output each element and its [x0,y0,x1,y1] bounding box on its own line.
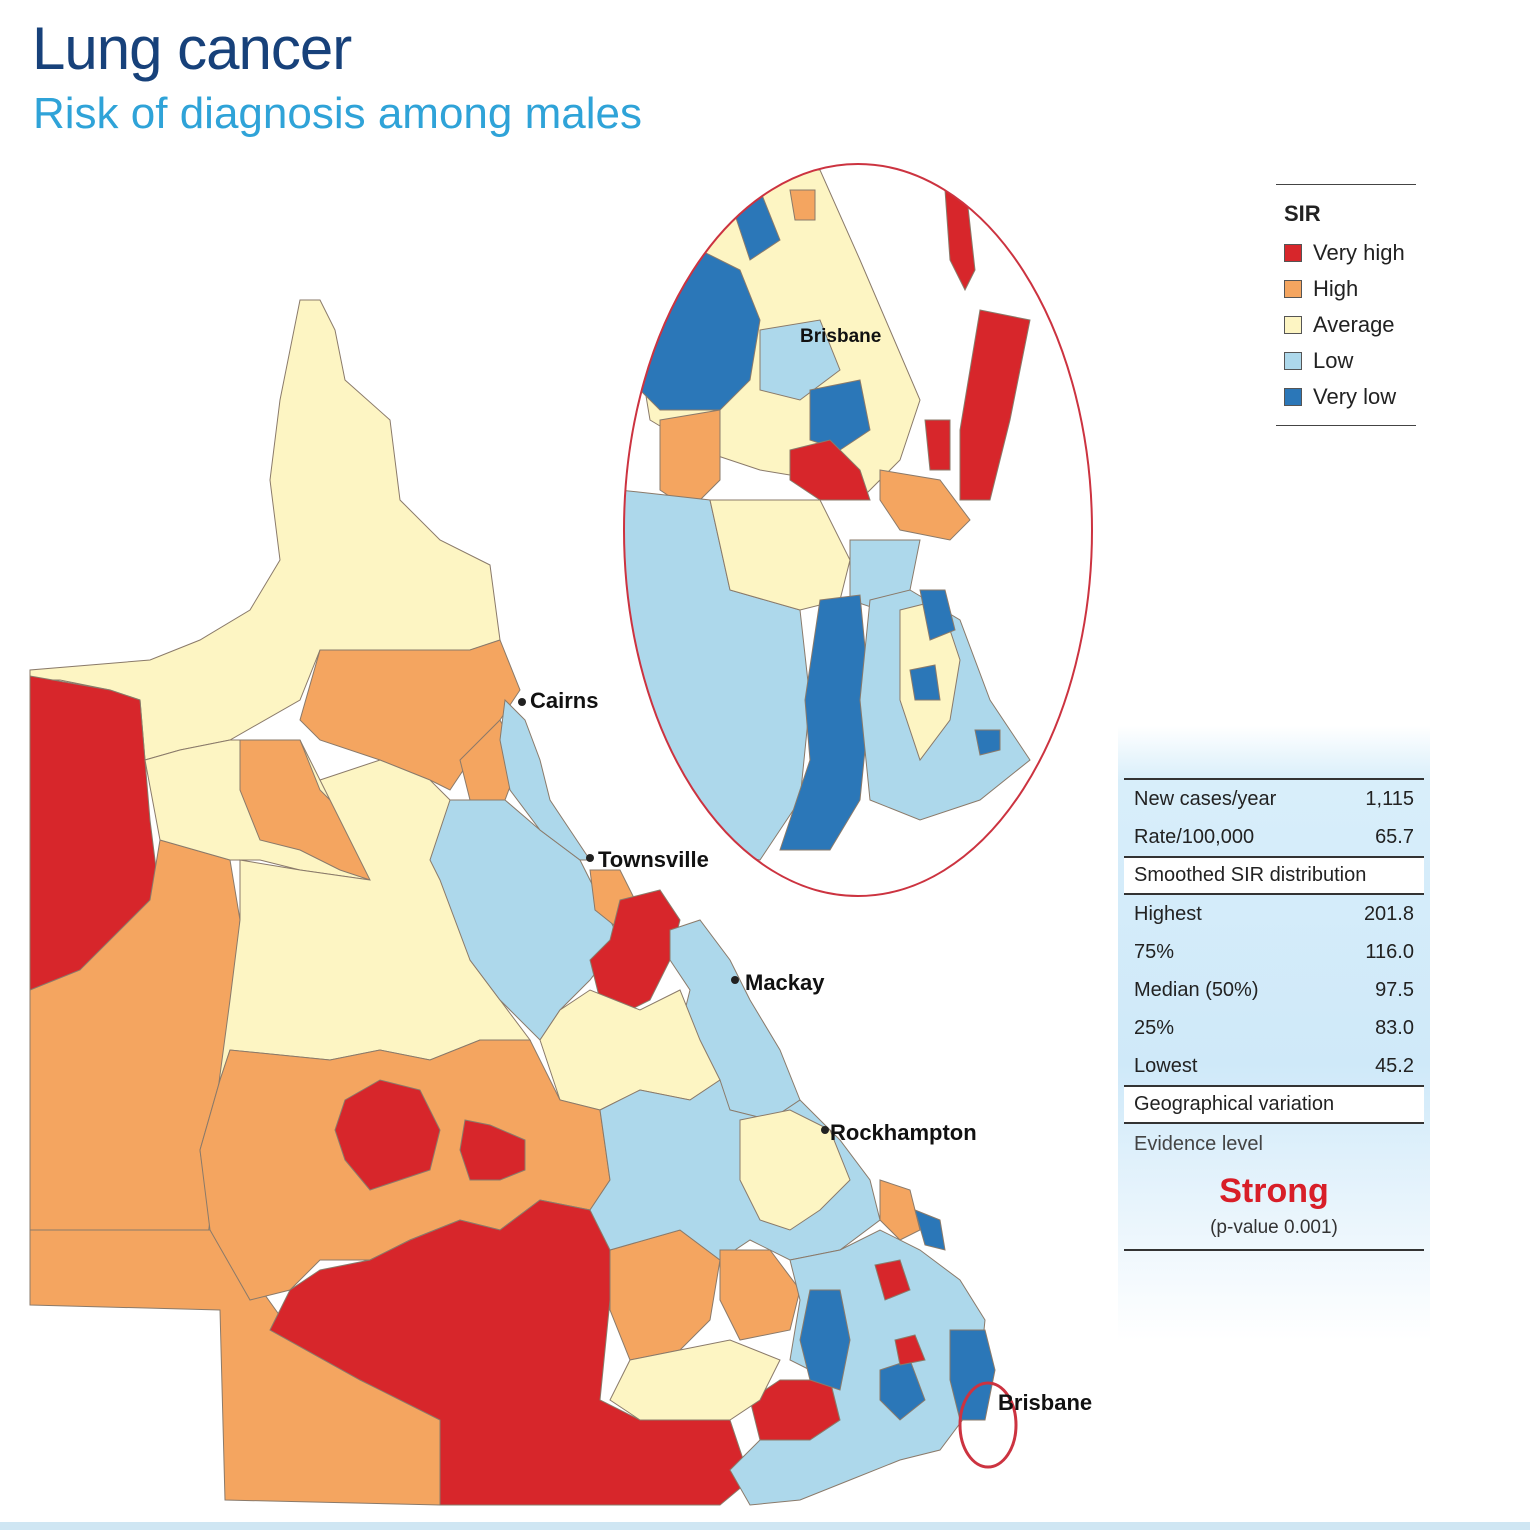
bottom-strip [0,1522,1530,1530]
legend-swatch-very-high [1284,244,1302,262]
city-labels: Cairns Townsville Mackay Rockhampton Bri… [518,688,1092,1415]
inset-label-brisbane: Brisbane [800,326,881,347]
inset-region-low-1 [759,319,841,401]
region-coast-vlow [914,1209,946,1251]
region-south-high [609,1229,721,1361]
inset-region-vhigh-centre [789,439,871,501]
region-south-average [609,1339,781,1421]
stats-panel-background [1118,726,1430,1341]
region-north-high [299,639,521,791]
variation-header: Geographical variation [1124,1085,1424,1124]
region-coast-high [879,1179,921,1241]
brisbane-label: Brisbane [998,1390,1092,1415]
legend-swatch-very-low [1284,388,1302,406]
inset-region-bay-vhigh [924,419,951,471]
region-brisbane-area [949,1329,996,1421]
mackay-label: Mackay [745,970,825,995]
townsville-label: Townsville [598,847,709,872]
stat-lowest: Lowest 45.2 [1134,1054,1414,1077]
stats-panel: New cases/year 1,115 Rate/100,000 65.7 Smo… [1124,778,1424,1251]
brisbane-locator-circle [958,1381,1018,1469]
legend-item-high: High [1284,271,1416,307]
p-value: (p-value 0.001) [1124,1217,1424,1251]
region-central-vhigh-2 [459,1119,526,1181]
cairns-label: Cairns [530,688,598,713]
inset-region-se-vlow-2 [909,664,941,701]
legend-swatch-high [1284,280,1302,298]
region-townsville-vhigh [589,889,681,1011]
stat-p25: 25% 83.0 [1134,1016,1414,1039]
region-rockhampton-average [739,1109,851,1231]
map-regions [29,299,996,1506]
region-se-vhigh-2 [894,1334,926,1366]
page-subtitle: Risk of diagnosis among males [33,89,642,138]
inset-border [623,163,1093,897]
stat-new-cases: New cases/year 1,115 [1124,778,1424,818]
cairns-marker [518,698,526,706]
region-south-high-2 [719,1249,801,1341]
legend-swatch-low [1284,352,1302,370]
sir-legend: SIR Very high High Average Low Very low [1276,184,1416,426]
legend-swatch-average [1284,316,1302,334]
region-se-low [729,1229,986,1506]
inset-region-high-west [659,409,721,511]
stat-highest: Highest 201.8 [1134,902,1414,925]
legend-item-very-high: Very high [1284,235,1416,271]
inset-region-vlow-centre [809,379,871,451]
legend-item-low: Low [1284,343,1416,379]
inset-region-orange-coast [879,469,971,541]
rockhampton-marker [821,1126,829,1134]
region-north-high-2 [239,739,371,881]
legend-title: SIR [1284,201,1321,226]
queensland-map: Brisbane Cairns Townsville Mackay Rockha… [29,163,1093,1506]
inset-region-island-vhigh-2 [959,309,1031,501]
stat-median: Median (50%) 97.5 [1134,978,1414,1001]
legend-item-average: Average [1284,307,1416,343]
stat-p75: 75% 116.0 [1134,940,1414,963]
region-se-vlow-1 [799,1289,851,1391]
inset-region-se-vlow-1 [919,589,956,641]
region-se-vhigh [874,1259,911,1301]
inset-region-north-high [789,189,816,221]
distribution-header: Smoothed SIR distribution [1124,856,1424,895]
legend-item-very-low: Very low [1284,379,1416,415]
evidence-label: Evidence level [1134,1132,1263,1155]
rockhampton-label: Rockhampton [830,1120,977,1145]
mackay-marker [731,976,739,984]
brisbane-inset: Brisbane [623,163,1093,897]
page-title: Lung cancer [32,15,352,82]
inset-region-west-vlow [629,249,761,411]
evidence-value: Strong [1219,1172,1329,1210]
region-central-vhigh-1 [334,1079,441,1191]
townsville-marker [586,854,594,862]
inset-region-se-vlow-3 [974,729,1001,756]
stat-rate: Rate/100,000 65.7 [1134,825,1414,848]
